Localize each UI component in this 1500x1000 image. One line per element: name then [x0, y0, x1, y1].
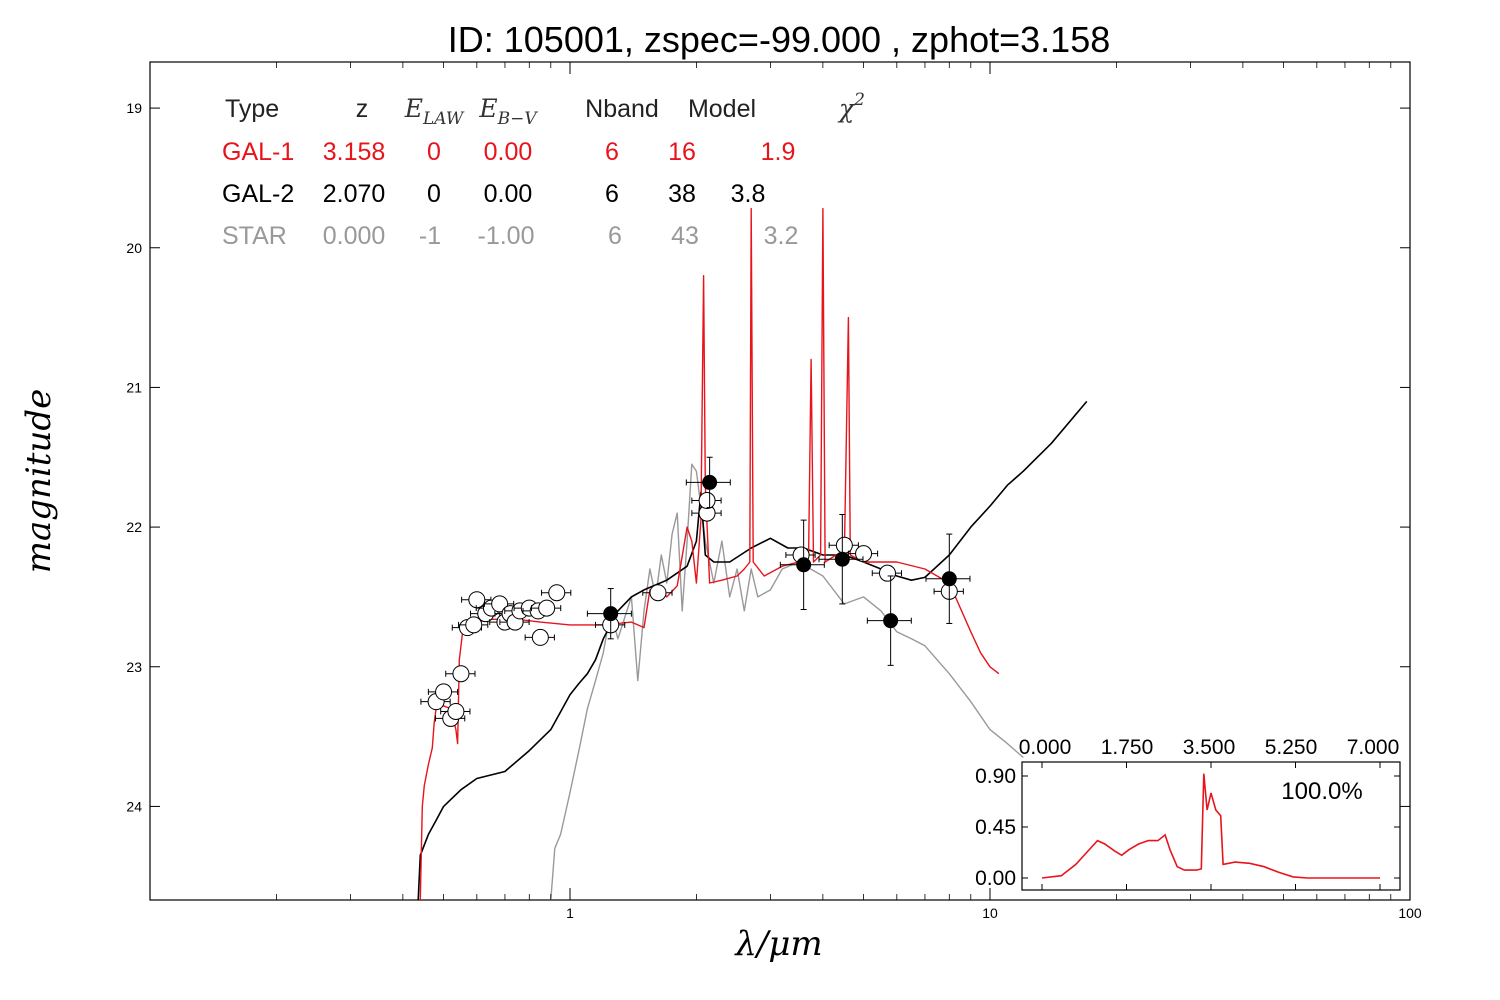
legend-table: Type z ELAW EB−V Nband Model χ2 GAL-1 3.158 0 0.00…: [222, 90, 865, 250]
photometry-layer: [420, 456, 971, 727]
legend-cell-ebv: 0.00: [484, 180, 533, 208]
photometry-point-open: [440, 702, 471, 720]
photometry-point-filled: [779, 519, 825, 610]
x-tick-label: 10: [982, 905, 998, 921]
legend-cell-ebv: 0.00: [484, 138, 533, 166]
inset-x-tick-label: 3.500: [1183, 736, 1236, 759]
legend-cell-type: GAL-1: [222, 138, 294, 166]
y-tick-label: 19: [126, 100, 142, 116]
legend-header: EB−V: [478, 94, 538, 129]
photometry-point-open: [871, 564, 903, 582]
legend-cell-elaw: -1: [419, 222, 441, 250]
legend-cell-nband: 6: [605, 180, 619, 208]
y-axis-label: magnitude: [19, 389, 59, 574]
legend-cell-nband: 6: [608, 222, 622, 250]
photometry-point-open: [427, 683, 459, 701]
photometry-point-open: [530, 599, 562, 617]
legend-cell-model: 38: [668, 180, 696, 208]
legend-cell-chi2: 3.2: [764, 222, 799, 250]
photometry-point-open: [445, 665, 476, 683]
y-tick-label: 22: [126, 519, 142, 535]
y-tick-label: 20: [126, 240, 142, 256]
legend-cell-ebv: -1.00: [478, 222, 535, 250]
legend-header: χ2: [837, 90, 865, 123]
legend-header: Model: [688, 95, 756, 123]
photometry-point-open: [541, 584, 572, 602]
series-line-star: [550, 463, 1024, 900]
axes-layer: 1 10 100 19 20 21 22 23 24: [126, 62, 1422, 921]
legend-cell-nband: 6: [605, 138, 619, 166]
photometry-point-open: [483, 595, 515, 613]
photometry-point-open: [847, 545, 879, 563]
legend-cell-type: STAR: [222, 222, 287, 250]
legend-cell-model: 43: [671, 222, 699, 250]
series-layer: [417, 207, 1088, 900]
plot-frame: [149, 61, 1411, 901]
legend-cell-z: 2.070: [323, 180, 386, 208]
photometry-point-open: [828, 536, 859, 554]
legend-header: Nband: [585, 95, 659, 123]
legend-header: z: [356, 95, 369, 123]
inset-x-tick-label: 1.750: [1101, 736, 1154, 759]
photometry-point-open: [461, 591, 492, 609]
y-tick-label: 21: [126, 379, 142, 395]
inset-border: [1021, 761, 1401, 891]
inset-x-tick-label: 0.000: [1019, 736, 1072, 759]
photometry-point-filled: [685, 456, 731, 509]
plot-border: [149, 61, 1411, 901]
legend-cell-z: 3.158: [323, 138, 386, 166]
photometry-point-filled: [586, 588, 632, 640]
legend-cell-elaw: 0: [427, 138, 441, 166]
photometry-point-filled: [818, 514, 864, 605]
inset-y-tick-label: 0.90: [975, 765, 1016, 788]
series-line-gal-1: [419, 207, 1000, 900]
inset-y-tick-label: 0.00: [975, 867, 1016, 890]
inset-x-tick-label: 5.250: [1265, 736, 1318, 759]
x-tick-label: 1: [566, 905, 574, 921]
legend-cell-z: 0.000: [323, 222, 386, 250]
photometry-point-filled: [866, 575, 912, 666]
legend-cell-type: GAL-2: [222, 180, 294, 208]
inset-x-tick-label: 7.000: [1347, 736, 1400, 759]
x-axis-label: λ/μm: [733, 924, 822, 964]
legend-header: ELAW: [404, 94, 465, 129]
inset-probability-label: 100.0%: [1281, 778, 1362, 805]
y-tick-label: 24: [126, 798, 142, 814]
photometry-point-open: [524, 628, 555, 646]
chart-title: ID: 105001, zspec=-99.000 , zphot=3.158: [448, 19, 1110, 60]
y-tick-label: 23: [126, 659, 142, 675]
photometry-point-open: [691, 492, 722, 510]
legend-cell-chi2: 3.8: [731, 180, 766, 208]
legend-cell-model: 16: [668, 138, 696, 166]
redshift-pdf-inset: 0.000 1.750 3.500 5.250 7.000 0.00 0.45 0.90 100…: [975, 736, 1401, 891]
photometry-point-open: [458, 616, 489, 634]
legend-cell-chi2: 1.9: [761, 138, 796, 166]
legend-cell-elaw: 0: [427, 180, 441, 208]
x-tick-label: 100: [1398, 905, 1422, 921]
legend-header: Type: [225, 95, 279, 123]
photometry-point-filled: [925, 533, 971, 624]
photometry-point-open: [642, 584, 673, 602]
inset-pdf-line: [1041, 773, 1380, 879]
inset-y-tick-label: 0.45: [975, 816, 1016, 839]
